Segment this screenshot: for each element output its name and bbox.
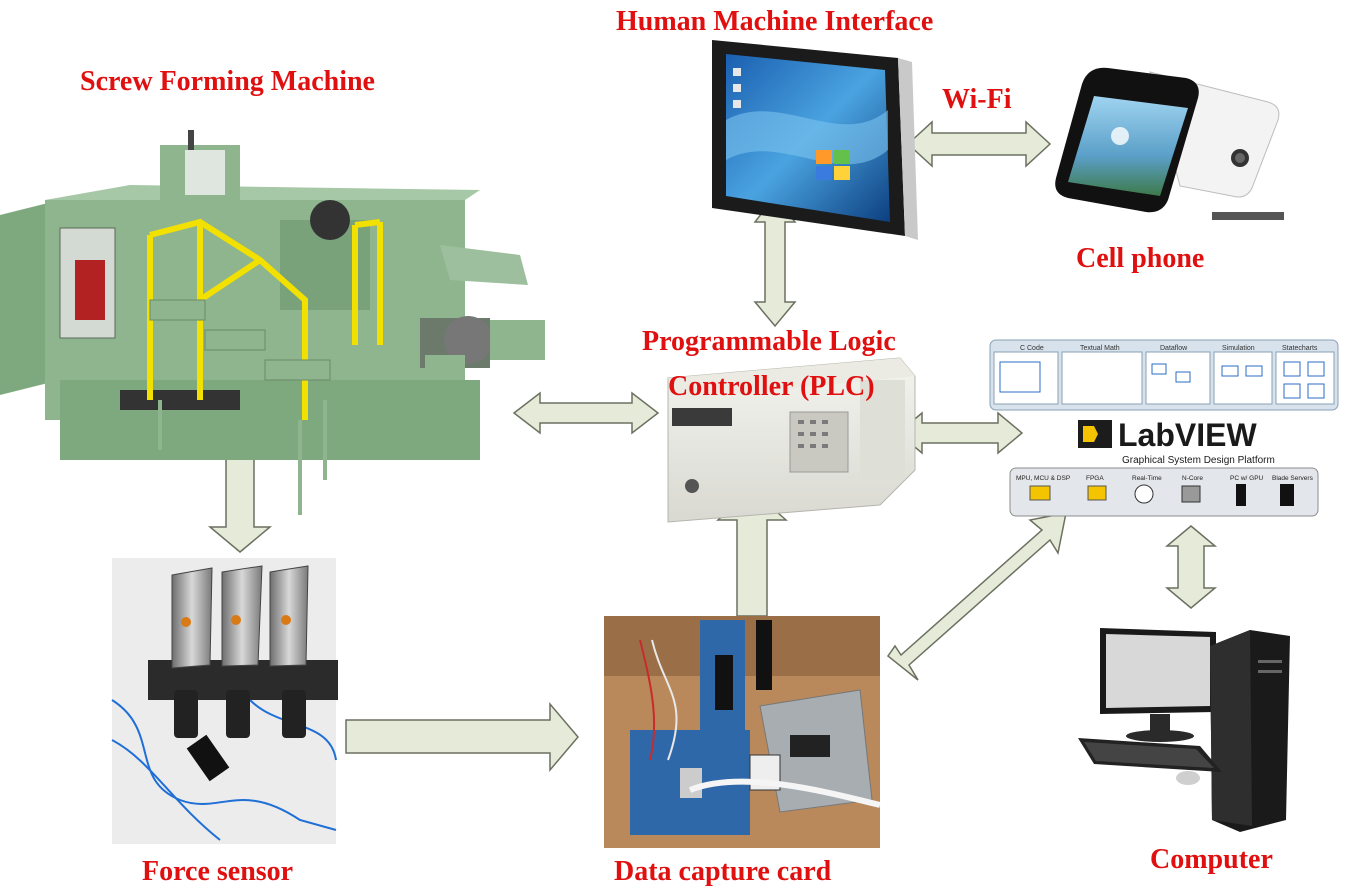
arrow-labview-computer [1164, 525, 1218, 609]
computer-image [1078, 628, 1290, 832]
labview-logo-text: LabVIEW [1118, 417, 1257, 453]
screw-forming-machine-image [0, 130, 545, 515]
lv-item-pc-gpu: PC w/ GPU [1230, 475, 1264, 482]
lv-item-mpu: MPU, MCU & DSP [1016, 475, 1070, 482]
computer-label: Computer [1150, 844, 1273, 875]
arrow-machine-plc [512, 391, 660, 435]
plc-image [667, 357, 916, 523]
plc-label-line2: Controller (PLC) [668, 371, 875, 402]
lv-item-blade: Blade Servers [1272, 475, 1314, 482]
plc-label-line1: Programmable Logic [642, 326, 896, 357]
lv-panel-statecharts: Statecharts [1282, 345, 1318, 352]
arrow-card-labview [886, 512, 1067, 681]
labview-tagline: Graphical System Design Platform [1122, 455, 1275, 466]
cell-phone-label: Cell phone [1076, 243, 1205, 274]
arrow-force-card [345, 701, 579, 773]
hmi-monitor-image [712, 40, 918, 240]
wifi-label: Wi-Fi [942, 84, 1012, 115]
labview-panel-image: C Code Textual Math Dataflow Simulation … [989, 339, 1339, 517]
hmi-label: Human Machine Interface [616, 6, 934, 37]
lv-panel-textual-math: Textual Math [1080, 345, 1120, 352]
cell-phone-image [1055, 67, 1284, 220]
force-sensor-label: Force sensor [142, 856, 294, 887]
data-capture-label: Data capture card [614, 856, 832, 887]
arrow-hmi-plc [753, 194, 797, 328]
lv-panel-c-code: C Code [1020, 345, 1044, 352]
lv-item-realtime: Real-Time [1132, 475, 1162, 482]
arrow-hmi-phone [906, 120, 1052, 168]
data-capture-card-image [604, 616, 881, 848]
lv-item-fpga: FPGA [1086, 475, 1104, 482]
force-sensor-image [111, 558, 338, 844]
screw-machine-label: Screw Forming Machine [80, 66, 375, 97]
lv-panel-simulation: Simulation [1222, 345, 1255, 352]
lv-panel-dataflow: Dataflow [1160, 345, 1188, 352]
lv-item-ncore: N-Core [1182, 475, 1203, 482]
arrow-plc-labview [896, 411, 1024, 455]
